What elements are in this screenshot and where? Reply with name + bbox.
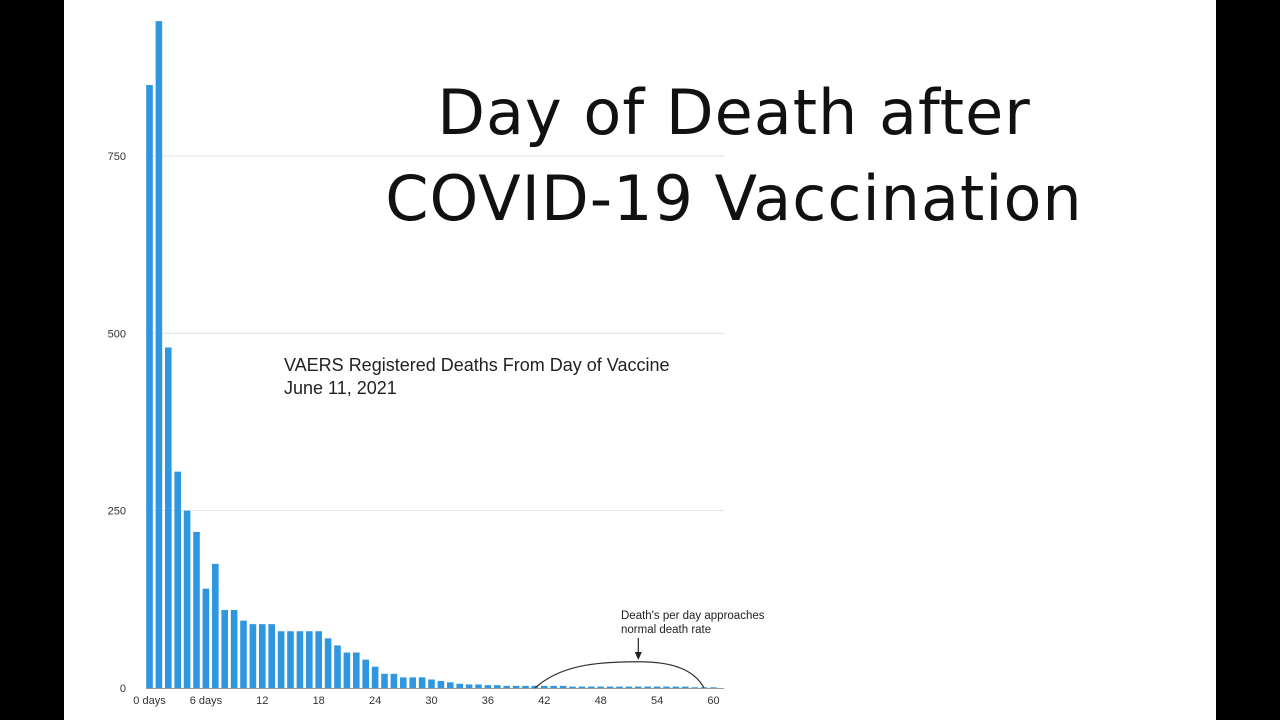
bars xyxy=(146,21,717,688)
bar xyxy=(663,686,670,688)
bar xyxy=(230,609,238,688)
x-tick-label: 12 xyxy=(256,695,268,707)
bar xyxy=(512,685,520,688)
bar xyxy=(682,686,689,688)
bar xyxy=(287,631,294,688)
annotation-line-2: normal death rate xyxy=(621,624,711,636)
x-tick-label: 60 xyxy=(707,695,719,707)
bar xyxy=(212,563,219,688)
bar xyxy=(202,588,210,688)
y-tick-label: 750 xyxy=(108,151,126,163)
chart-subtitle-line-1: VAERS Registered Deaths From Day of Vacc… xyxy=(284,355,670,375)
bar xyxy=(691,687,698,688)
bar xyxy=(437,680,445,688)
bar xyxy=(155,21,163,688)
annotation: Death's per day approaches normal death … xyxy=(534,610,765,689)
y-tick-label: 0 xyxy=(120,683,126,695)
bar xyxy=(418,677,426,688)
bar xyxy=(362,659,369,688)
bar xyxy=(475,684,482,688)
bar xyxy=(183,510,191,688)
bar xyxy=(635,686,642,688)
x-tick-label: 24 xyxy=(369,695,381,707)
bar-chart: 0 250 500 750 0 days 6 days 12 18 24 30 36 42 48 54 6… xyxy=(108,21,765,707)
x-tick-label: 6 days xyxy=(190,695,223,707)
bar xyxy=(259,624,266,688)
bar xyxy=(503,685,510,688)
bar xyxy=(710,687,717,688)
bar xyxy=(494,685,501,688)
bar xyxy=(550,685,557,688)
bar xyxy=(672,686,680,688)
y-axis-ticks: 0 250 500 750 xyxy=(108,151,126,695)
bar xyxy=(306,631,313,688)
bar xyxy=(569,686,576,688)
bar xyxy=(353,652,360,688)
bar xyxy=(616,686,623,688)
annotation-line-1: Death's per day approaches xyxy=(621,610,765,622)
annotation-arrowhead xyxy=(634,652,642,660)
bar xyxy=(447,682,454,688)
x-tick-label: 42 xyxy=(538,695,550,707)
x-tick-label: 18 xyxy=(313,695,325,707)
bar xyxy=(296,631,304,688)
bar xyxy=(456,683,463,688)
x-axis-ticks: 0 days 6 days 12 18 24 30 36 42 48 54 60 xyxy=(133,695,719,707)
bar xyxy=(606,686,614,688)
x-tick-label: 30 xyxy=(425,695,437,707)
bar xyxy=(409,677,416,688)
bar xyxy=(597,686,604,688)
bar xyxy=(240,620,247,688)
normal-death-rate-curve xyxy=(534,661,705,689)
bar xyxy=(644,686,651,688)
bar xyxy=(588,686,595,688)
bar xyxy=(221,609,228,688)
bar xyxy=(381,673,388,688)
bar xyxy=(484,685,492,688)
y-tick-label: 500 xyxy=(108,328,126,340)
slide: Day of Death after COVID-19 Vaccination … xyxy=(64,0,1216,720)
bar xyxy=(343,652,351,688)
bar xyxy=(578,686,586,688)
title-line-2: COVID-19 Vaccination xyxy=(385,162,1083,235)
bar xyxy=(277,631,285,688)
bar xyxy=(174,471,181,688)
x-tick-label: 54 xyxy=(651,695,663,707)
y-tick-label: 250 xyxy=(108,506,126,518)
bar xyxy=(315,631,322,688)
x-tick-label: 0 days xyxy=(133,695,166,707)
bar xyxy=(165,347,172,688)
bar xyxy=(193,531,200,688)
bar xyxy=(334,645,341,688)
chart-subtitle-line-2: June 11, 2021 xyxy=(284,378,397,398)
x-tick-label: 48 xyxy=(595,695,607,707)
bar xyxy=(653,686,661,688)
bar xyxy=(465,684,473,688)
slide-title: Day of Death after COVID-19 Vaccination xyxy=(264,70,1204,242)
bar xyxy=(390,673,398,688)
gridlines xyxy=(146,155,724,689)
title-line-1: Day of Death after xyxy=(437,76,1031,149)
bar xyxy=(146,85,153,688)
x-tick-label: 36 xyxy=(482,695,494,707)
bar xyxy=(428,679,435,688)
bar xyxy=(400,677,407,688)
bar xyxy=(371,666,379,688)
bar xyxy=(324,638,332,688)
bar xyxy=(559,685,567,688)
bar xyxy=(249,624,257,688)
bar xyxy=(531,685,539,688)
bar xyxy=(541,685,548,688)
bar xyxy=(625,686,633,688)
bar xyxy=(522,685,529,688)
bar xyxy=(268,624,275,688)
